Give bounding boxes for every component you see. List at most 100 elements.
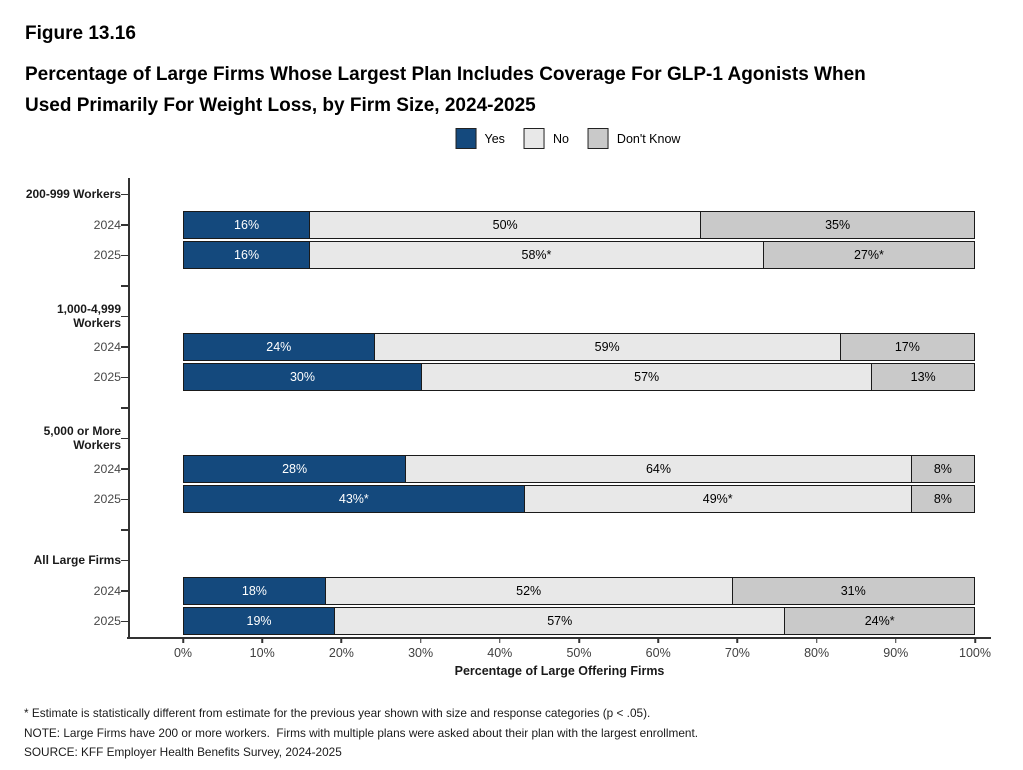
dont-know-swatch-icon xyxy=(587,128,609,149)
stacked-bar-2024: 28% 64% 8% xyxy=(183,454,975,483)
group-label-row: 1,000-4,999 Workers xyxy=(0,301,991,332)
group-label: 5,000 or More Workers xyxy=(43,424,121,453)
segment-value-label: 27%* xyxy=(853,248,884,263)
segment-value-label: 18% xyxy=(241,583,267,598)
y-tick-mark xyxy=(121,559,128,562)
bar-row: 2024 16% 50% 35% xyxy=(0,210,991,241)
stacked-bar-2024: 24% 59% 17% xyxy=(183,332,975,361)
group-label: 1,000-4,999 Workers xyxy=(56,302,121,331)
x-tick-mark xyxy=(578,638,580,643)
year-label: 2025 xyxy=(93,248,121,263)
segment-value-label: 24%* xyxy=(864,614,895,629)
x-axis-ticks: 0% 10% 20% 30% 40% 50% 60% 70% 80% 90% 100% xyxy=(128,638,991,668)
figure-number: Figure 13.16 xyxy=(25,23,136,44)
bar-row: 2025 43%* 49%* 8% xyxy=(0,484,991,515)
segment-don-t-know: 27%* xyxy=(762,242,974,269)
y-tick-mark xyxy=(121,315,128,318)
group-label: 200-999 Workers xyxy=(25,187,121,202)
year-label: 2025 xyxy=(93,614,121,629)
y-tick-mark xyxy=(121,254,128,257)
y-tick-mark xyxy=(121,376,128,379)
segment-don-t-know: 35% xyxy=(700,211,974,238)
x-tick-label: 40% xyxy=(487,646,513,660)
x-tick-mark xyxy=(815,638,818,643)
y-tick-mark xyxy=(121,437,128,440)
legend-item-dont-know: Don't Know xyxy=(587,128,680,149)
segment-value-label: 35% xyxy=(825,217,851,232)
segment-don-t-know: 8% xyxy=(910,455,974,482)
x-tick-mark xyxy=(340,638,343,643)
x-tick-label: 100% xyxy=(959,646,991,660)
segment-no: 57% xyxy=(421,364,872,391)
spacer-row xyxy=(0,393,991,424)
segment-value-label: 49%* xyxy=(702,492,733,507)
x-tick-label: 10% xyxy=(249,646,275,660)
segment-yes: 30% xyxy=(184,364,421,391)
group-label-row: All Large Firms xyxy=(0,545,991,576)
year-label: 2024 xyxy=(93,339,121,354)
plot-rows: 200-999 Workers 2024 16% 50% 35% 2025 16% 58%* 2… xyxy=(0,179,991,637)
y-tick-mark xyxy=(121,193,128,195)
segment-value-label: 8% xyxy=(933,492,952,507)
segment-value-label: 28% xyxy=(282,461,308,476)
segment-don-t-know: 31% xyxy=(731,577,974,604)
stacked-bar-2025: 43%* 49%* 8% xyxy=(183,485,975,514)
x-tick-label: 20% xyxy=(328,646,354,660)
x-tick-label: 90% xyxy=(883,646,909,660)
segment-yes: 43%* xyxy=(184,486,524,513)
y-tick-mark xyxy=(121,224,128,226)
x-tick-label: 70% xyxy=(724,646,750,660)
segment-value-label: 57% xyxy=(547,614,573,629)
group-label-row: 200-999 Workers xyxy=(0,179,991,210)
segment-value-label: 43%* xyxy=(338,492,369,507)
y-tick-mark xyxy=(121,407,128,409)
segment-don-t-know: 24%* xyxy=(784,608,974,635)
segment-value-label: 52% xyxy=(516,583,542,598)
year-label: 2025 xyxy=(93,492,121,507)
segment-value-label: 16% xyxy=(234,248,260,263)
x-tick-mark xyxy=(419,638,422,643)
y-tick-mark xyxy=(121,529,128,531)
group-label-row: 5,000 or More Workers xyxy=(0,423,991,454)
segment-no: 64% xyxy=(405,455,911,482)
bar-row: 2024 24% 59% 17% xyxy=(0,332,991,363)
figure-title-line2: Used Primarily For Weight Loss, by Firm … xyxy=(25,95,536,116)
segment-value-label: 64% xyxy=(645,461,671,476)
segment-no: 49%* xyxy=(523,486,911,513)
x-axis-title: Percentage of Large Offering Firms xyxy=(454,664,665,678)
x-tick-mark xyxy=(736,638,739,643)
segment-value-label: 31% xyxy=(840,583,866,598)
x-tick-label: 0% xyxy=(173,646,193,660)
y-axis-line xyxy=(128,178,130,638)
segment-no: 52% xyxy=(324,577,732,604)
spacer-row xyxy=(0,515,991,546)
x-tick-mark xyxy=(499,638,501,643)
y-tick-mark xyxy=(121,620,128,623)
x-axis-line xyxy=(127,637,991,639)
bar-row: 2025 19% 57% 24%* xyxy=(0,606,991,637)
segment-yes: 28% xyxy=(184,455,406,482)
segment-no: 59% xyxy=(373,333,840,360)
legend-item-no: No xyxy=(523,128,569,149)
segment-yes: 18% xyxy=(184,577,325,604)
footnote-note: NOTE: Large Firms have 200 or more worke… xyxy=(24,725,699,740)
segment-value-label: 50% xyxy=(492,217,518,232)
figure-title: Percentage of Large Firms Whose Largest … xyxy=(25,59,1000,121)
footnote-significance: * Estimate is statistically different fr… xyxy=(24,706,651,720)
x-tick-label: 80% xyxy=(804,646,830,660)
bar-row: 2025 30% 57% 13% xyxy=(0,362,991,393)
x-tick-label: 50% xyxy=(566,646,592,660)
legend-label-no: No xyxy=(552,131,569,146)
segment-yes: 16% xyxy=(184,211,310,238)
legend: Yes No Don't Know xyxy=(455,128,680,149)
segment-don-t-know: 8% xyxy=(910,486,974,513)
stacked-bar-2024: 16% 50% 35% xyxy=(183,210,975,239)
yes-swatch-icon xyxy=(455,128,477,149)
segment-value-label: 57% xyxy=(634,370,660,385)
bar-row: 2025 16% 58%* 27%* xyxy=(0,240,991,271)
x-tick-label: 60% xyxy=(645,646,671,660)
year-label: 2024 xyxy=(93,217,121,232)
spacer-row xyxy=(0,271,991,302)
legend-label-yes: Yes xyxy=(484,131,505,146)
